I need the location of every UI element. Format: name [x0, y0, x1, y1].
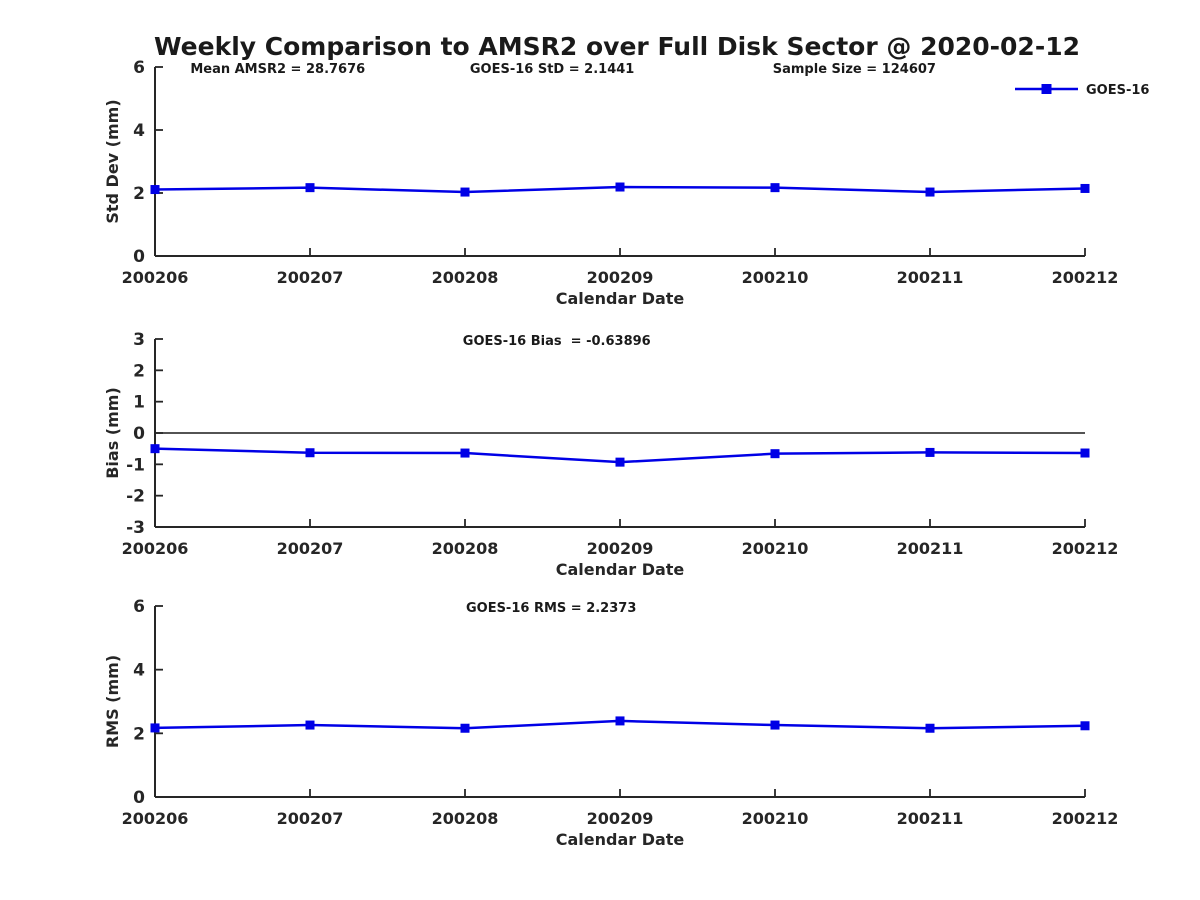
- y-tick-label: 2: [133, 361, 145, 381]
- series-marker: [150, 185, 160, 195]
- series-marker: [770, 183, 780, 193]
- y-tick-label: 0: [133, 424, 145, 444]
- x-tick-label: 200207: [277, 809, 344, 828]
- series-marker: [925, 447, 935, 457]
- x-tick-label: 200210: [742, 539, 809, 558]
- x-tick-label: 200212: [1052, 539, 1119, 558]
- y-tick-label: 2: [133, 724, 145, 744]
- stat-annotation: GOES-16 Bias = -0.63896: [463, 334, 651, 349]
- series-marker: [615, 182, 625, 192]
- y-tick-label: 6: [133, 58, 145, 78]
- series-marker: [770, 720, 780, 730]
- series-marker: [305, 183, 315, 193]
- x-tick-label: 200210: [742, 268, 809, 287]
- stat-annotation: GOES-16 RMS = 2.2373: [466, 601, 636, 616]
- x-tick-label: 200212: [1052, 809, 1119, 828]
- series-marker: [1080, 183, 1090, 193]
- y-tick-label: -2: [126, 487, 145, 507]
- series-marker: [925, 723, 935, 733]
- series-marker: [305, 720, 315, 730]
- x-tick-label: 200207: [277, 539, 344, 558]
- y-tick-label: 2: [133, 184, 145, 204]
- x-tick-label: 200206: [122, 809, 189, 828]
- y-tick-label: -1: [126, 455, 145, 475]
- chart-title: Weekly Comparison to AMSR2 over Full Dis…: [154, 32, 1080, 61]
- x-tick-label: 200211: [897, 539, 964, 558]
- x-tick-label: 200210: [742, 809, 809, 828]
- subplot-rms: 0 2 4 6 200206 200207 200208 200209 200210 200211…: [103, 597, 1118, 849]
- x-tick-label: 200212: [1052, 268, 1119, 287]
- x-tick-label: 200208: [432, 268, 499, 287]
- legend: GOES-16: [1015, 83, 1149, 98]
- x-tick-label: 200208: [432, 539, 499, 558]
- series-marker: [615, 457, 625, 467]
- series-marker: [1080, 721, 1090, 731]
- x-tick-label: 200206: [122, 268, 189, 287]
- y-tick-label: 3: [133, 330, 145, 350]
- x-tick-label: 200209: [587, 809, 654, 828]
- y-tick-label: 6: [133, 597, 145, 617]
- y-tick-label: 4: [133, 121, 145, 141]
- subplot-std-dev: 0 2 4 6 200206 200207 200208 200209 200210 200211…: [103, 58, 1149, 308]
- series-marker: [460, 187, 470, 197]
- legend-marker: [1041, 84, 1052, 94]
- y-tick-label: 4: [133, 661, 145, 681]
- x-axis-label: Calendar Date: [556, 560, 685, 579]
- y-axis-label: Bias (mm): [103, 387, 122, 479]
- stat-annotation: Sample Size = 124607: [773, 62, 936, 77]
- x-tick-label: 200209: [587, 539, 654, 558]
- series-marker: [925, 187, 935, 197]
- x-tick-label: 200209: [587, 268, 654, 287]
- series-marker: [150, 723, 160, 733]
- x-tick-label: 200211: [897, 809, 964, 828]
- y-axis-label: Std Dev (mm): [103, 99, 122, 223]
- y-tick-label: 0: [133, 247, 145, 267]
- y-tick-label: 1: [133, 393, 145, 413]
- legend-label: GOES-16: [1086, 83, 1149, 98]
- x-tick-label: 200206: [122, 539, 189, 558]
- series-marker: [615, 716, 625, 726]
- y-tick-label: -3: [126, 518, 145, 538]
- y-axis-label: RMS (mm): [103, 655, 122, 748]
- series-marker: [460, 448, 470, 458]
- series-marker: [305, 448, 315, 458]
- series-marker: [1080, 448, 1090, 458]
- y-tick-label: 0: [133, 788, 145, 808]
- x-axis-label: Calendar Date: [556, 830, 685, 849]
- x-axis-label: Calendar Date: [556, 289, 685, 308]
- series-marker: [460, 723, 470, 733]
- series-marker: [150, 444, 160, 454]
- x-tick-label: 200211: [897, 268, 964, 287]
- stat-annotation: Mean AMSR2 = 28.7676: [190, 62, 365, 77]
- x-tick-label: 200207: [277, 268, 344, 287]
- stat-annotation: GOES-16 StD = 2.1441: [470, 62, 634, 77]
- x-tick-label: 200208: [432, 809, 499, 828]
- series-marker: [770, 449, 780, 459]
